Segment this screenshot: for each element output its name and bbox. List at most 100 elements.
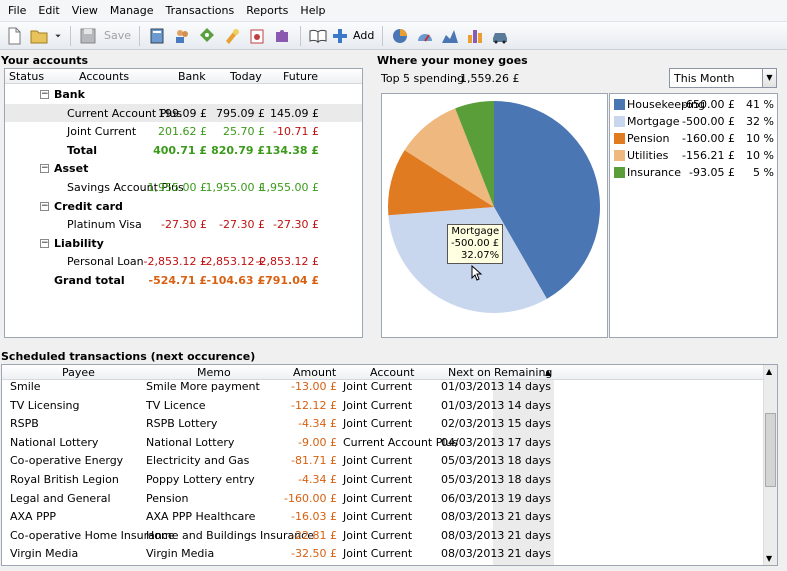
scheduled-remaining: 19 days bbox=[507, 491, 551, 505]
pie-chart bbox=[388, 101, 600, 313]
scheduled-row[interactable]: Smile Smile More payment -13.00 £ Joint Cur… bbox=[2, 377, 764, 396]
scheduled-row[interactable]: TV Licensing TV Licence -12.12 £ Joint Curr… bbox=[2, 396, 764, 415]
account-row[interactable]: Joint Current 201.62 £ 25.70 £ -10.71 £ bbox=[5, 122, 362, 141]
scheduled-row[interactable]: National Lottery National Lottery -9.00 £ C… bbox=[2, 433, 764, 452]
col-status[interactable]: Status bbox=[9, 70, 45, 83]
menu-file[interactable]: File bbox=[8, 4, 27, 17]
trend-report-button[interactable] bbox=[413, 24, 437, 48]
menu-manage[interactable]: Manage bbox=[109, 4, 154, 17]
scheduled-row[interactable]: Virgin Media Virgin Media -32.50 £ Joint Cu… bbox=[2, 544, 764, 563]
legend-amount: -650.00 £ bbox=[682, 98, 735, 111]
assignments-button[interactable] bbox=[270, 24, 294, 48]
scheduled-amount: -16.03 £ bbox=[291, 510, 337, 524]
categories-button[interactable] bbox=[195, 24, 219, 48]
save-button-icon[interactable] bbox=[76, 24, 100, 48]
open-recent-dropdown[interactable] bbox=[52, 24, 64, 48]
open-register-button[interactable] bbox=[306, 24, 330, 48]
account-row[interactable]: Total 400.71 £ 820.79 £134.38 £ bbox=[5, 141, 362, 160]
scroll-thumb[interactable] bbox=[765, 413, 776, 487]
scheduled-row[interactable]: Co-operative Home Insurance Home and Buil… bbox=[2, 526, 764, 545]
menu-help[interactable]: Help bbox=[300, 4, 326, 17]
account-group-row[interactable]: − Liability bbox=[5, 234, 362, 253]
budget-button[interactable] bbox=[245, 24, 269, 48]
pie-slice-pension[interactable] bbox=[388, 150, 494, 216]
pie-chart-icon bbox=[393, 28, 408, 43]
account-row[interactable]: Personal Loan -2,853.12 £ -2,853.12 £ -2,85… bbox=[5, 252, 362, 271]
toolbar-separator bbox=[70, 25, 71, 46]
col-bank[interactable]: Bank bbox=[178, 70, 206, 83]
save-button[interactable]: Save bbox=[104, 29, 132, 42]
remaining-column-highlight bbox=[493, 365, 554, 565]
account-row[interactable]: Platinum Visa -27.30 £ -27.30 £ -27.30 £ bbox=[5, 215, 362, 234]
scheduled-amount: -13.00 £ bbox=[291, 380, 337, 393]
statistics-report-button[interactable] bbox=[388, 24, 412, 48]
scheduled-next: 04/03/2013 bbox=[441, 435, 505, 449]
pie-slice-insurance[interactable] bbox=[455, 101, 494, 207]
col-amount[interactable]: Amount bbox=[293, 366, 337, 379]
legend-percent: 32 % bbox=[746, 115, 774, 128]
accounts-button[interactable] bbox=[145, 24, 169, 48]
archives-button[interactable] bbox=[220, 24, 244, 48]
col-memo[interactable]: Memo bbox=[197, 366, 231, 379]
account-row[interactable]: Current Account Plus 199.09 £ 795.09 £ 145.… bbox=[5, 103, 362, 123]
scheduled-remaining: 17 days bbox=[507, 435, 551, 449]
collapse-icon[interactable]: − bbox=[40, 163, 49, 174]
pie-slice-utilities[interactable] bbox=[404, 108, 494, 207]
scroll-down-icon[interactable]: ▼ bbox=[766, 554, 773, 563]
col-today[interactable]: Today bbox=[230, 70, 262, 83]
account-group-row[interactable]: − Asset bbox=[5, 159, 362, 178]
collapse-icon[interactable]: − bbox=[40, 89, 49, 99]
menu-transactions[interactable]: Transactions bbox=[165, 4, 235, 17]
scheduled-payee: TV Licensing bbox=[10, 398, 80, 412]
chevron-down-icon[interactable]: ▼ bbox=[762, 69, 776, 87]
scheduled-row[interactable]: AXA PPP AXA PPP Healthcare -16.03 £ Joint C… bbox=[2, 507, 764, 526]
legend-percent: 5 % bbox=[753, 166, 774, 179]
scheduled-row[interactable]: RSPB RSPB Lottery -4.34 £ Joint Current 02/0… bbox=[2, 414, 764, 433]
menu-reports[interactable]: Reports bbox=[246, 4, 289, 17]
pie-slice-housekeeping[interactable] bbox=[494, 101, 600, 299]
vehicle-cost-report-button[interactable] bbox=[488, 24, 512, 48]
scheduled-payee: National Lottery bbox=[10, 435, 99, 449]
legend-percent: 10 % bbox=[746, 149, 774, 162]
account-bank-value: 199.09 £ bbox=[158, 106, 207, 120]
account-row[interactable]: Savings Account Plus 1,955.00 £1,955.00 £… bbox=[5, 178, 362, 197]
scheduled-row[interactable]: Royal British Legion Poppy Lottery entry -… bbox=[2, 470, 764, 489]
period-select[interactable]: This Month ▼ bbox=[669, 68, 777, 88]
scheduled-next: 08/03/2013 bbox=[441, 528, 505, 542]
account-name: Total bbox=[67, 143, 98, 157]
col-remaining[interactable]: Remaining bbox=[494, 366, 553, 379]
car-icon bbox=[493, 32, 508, 43]
col-next-on[interactable]: Next on bbox=[448, 366, 491, 379]
collapse-icon[interactable]: − bbox=[40, 200, 49, 211]
menu-edit[interactable]: Edit bbox=[38, 4, 60, 17]
account-future-value: 134.38 £ bbox=[265, 143, 319, 157]
account-group-row[interactable]: − Credit card bbox=[5, 197, 362, 216]
scheduled-amount: -12.12 £ bbox=[291, 398, 337, 412]
budget-report-button[interactable] bbox=[463, 24, 487, 48]
col-payee[interactable]: Payee bbox=[62, 366, 95, 379]
open-file-button[interactable] bbox=[27, 24, 51, 48]
account-future-value: -10.71 £ bbox=[273, 125, 319, 139]
col-future[interactable]: Future bbox=[283, 70, 319, 83]
collapse-icon[interactable]: − bbox=[40, 237, 49, 248]
account-row[interactable]: Grand total -524.71 £ -104.63 £ -791.04 £ bbox=[5, 271, 362, 290]
add-button-icon[interactable] bbox=[331, 24, 349, 48]
account-group-row[interactable]: − Bank bbox=[5, 85, 362, 104]
scheduled-row[interactable]: Legal and General Pension -160.00 £ Joint C… bbox=[2, 489, 764, 508]
new-file-button[interactable] bbox=[2, 24, 26, 48]
scheduled-remaining: 14 days bbox=[507, 380, 551, 393]
col-account[interactable]: Account bbox=[370, 366, 415, 379]
add-button[interactable]: Add bbox=[353, 29, 375, 42]
menu-view[interactable]: View bbox=[71, 4, 98, 17]
scheduled-row[interactable]: Co-operative Energy Electricity and Gas -8… bbox=[2, 451, 764, 470]
legend-swatch bbox=[614, 99, 625, 110]
legend-label: Pension bbox=[627, 132, 670, 145]
payees-button[interactable] bbox=[170, 24, 194, 48]
col-accounts[interactable]: Accounts bbox=[79, 70, 130, 83]
scroll-up-icon[interactable]: ▲ bbox=[766, 367, 773, 376]
account-name: Personal Loan bbox=[67, 255, 144, 269]
balance-report-button[interactable] bbox=[438, 24, 462, 48]
legend-amount: -156.21 £ bbox=[682, 149, 735, 162]
scheduled-next: 06/03/2013 bbox=[441, 491, 505, 505]
scheduled-scrollbar[interactable]: ▲ ▼ bbox=[763, 365, 777, 565]
